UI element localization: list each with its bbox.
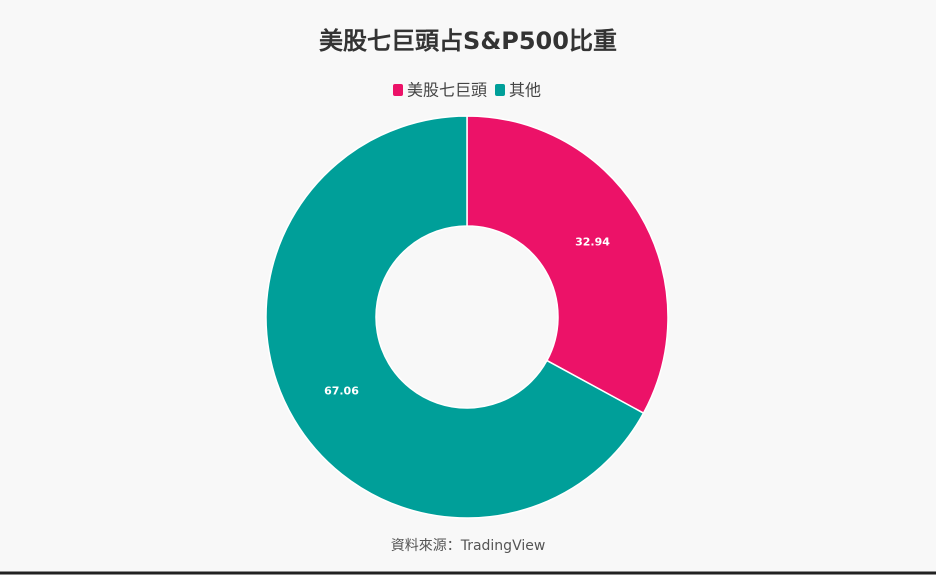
donut-slice	[265, 115, 645, 519]
legend-label: 其他	[509, 81, 541, 100]
legend-swatch	[495, 84, 505, 96]
source-note: 資料來源：TradingView	[391, 538, 546, 554]
data-label: 32.94	[575, 235, 610, 248]
data-label: 67.06	[324, 385, 359, 398]
donut-slice	[466, 115, 669, 415]
legend-label: 美股七巨頭	[407, 81, 487, 100]
chart-title: 美股七巨頭占S&P500比重	[319, 27, 617, 55]
legend-swatch	[393, 84, 403, 96]
